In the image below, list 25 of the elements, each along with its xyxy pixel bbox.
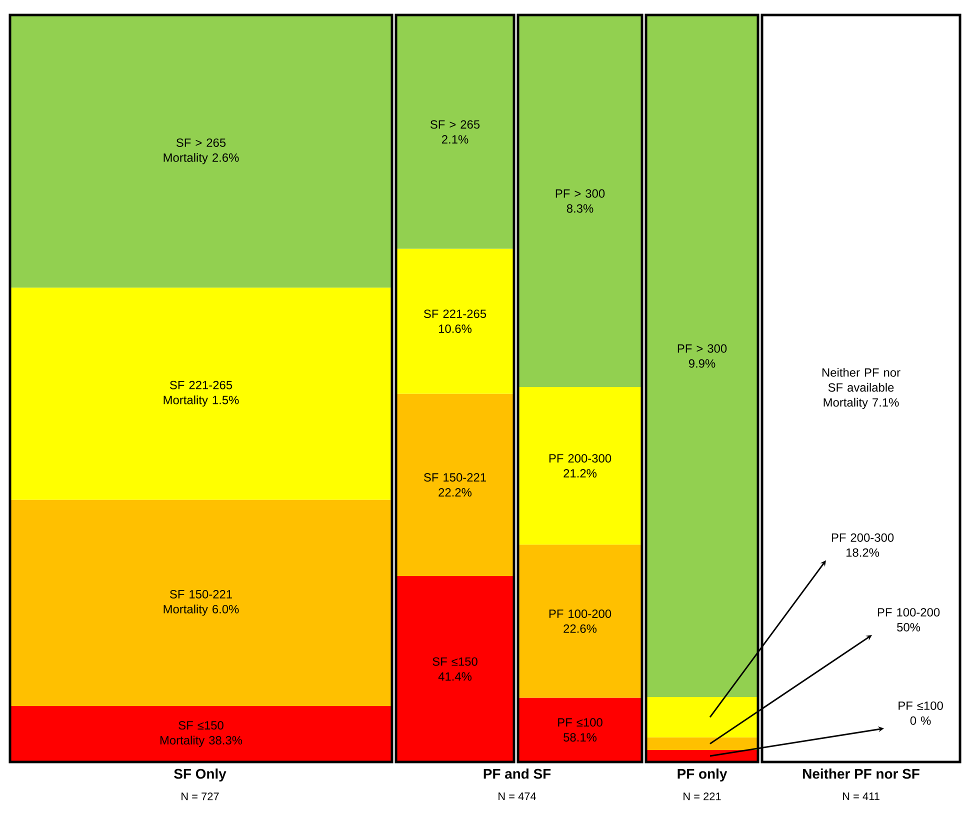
annotation: PF ≤100 58.1% — [558, 718, 602, 742]
annotation: SF ≤150 41.4% — [432, 657, 478, 681]
annotation: PF 200-300 18.2% — [832, 533, 894, 557]
annotation: SF > 265 2.1% — [430, 120, 480, 144]
annotation: SF 150-221 Mortality 6.0% — [164, 590, 239, 616]
annotation: PF > 300 8.3% — [556, 189, 605, 213]
text: N = 221 — [684, 792, 721, 800]
annotation: SF 221-265 Mortality 1.5% — [164, 380, 239, 407]
text: N = 411 — [842, 792, 880, 800]
x-tick-label: SF Only — [174, 768, 226, 782]
annotation: PF 200-300 21.2% — [549, 454, 612, 478]
x-tick-label: Neither PF nor SF — [803, 768, 920, 779]
text: N = 474 — [498, 792, 536, 800]
annotation: SF > 265 Mortality 2.6% — [164, 138, 239, 164]
annotation: PF 100-200 22.6% — [549, 609, 612, 633]
x-tick-label: PF and SF — [484, 768, 551, 779]
annotation: PF 100-200 50% — [878, 608, 940, 632]
x-tick-label: PF only — [678, 768, 728, 782]
text: N = 727 — [182, 792, 219, 800]
annotation: SF ≤150 Mortality 38.3% — [160, 721, 242, 747]
annotation: SF 150-221 22.2% — [424, 473, 486, 497]
annotation: SF 221-265 10.6% — [424, 310, 486, 333]
annotation: PF ≤100 0 % — [898, 701, 943, 725]
annotation: Neither PF nor SF available Mortality 7.1% — [822, 368, 900, 410]
annotation: PF > 300 9.9% — [678, 344, 727, 368]
